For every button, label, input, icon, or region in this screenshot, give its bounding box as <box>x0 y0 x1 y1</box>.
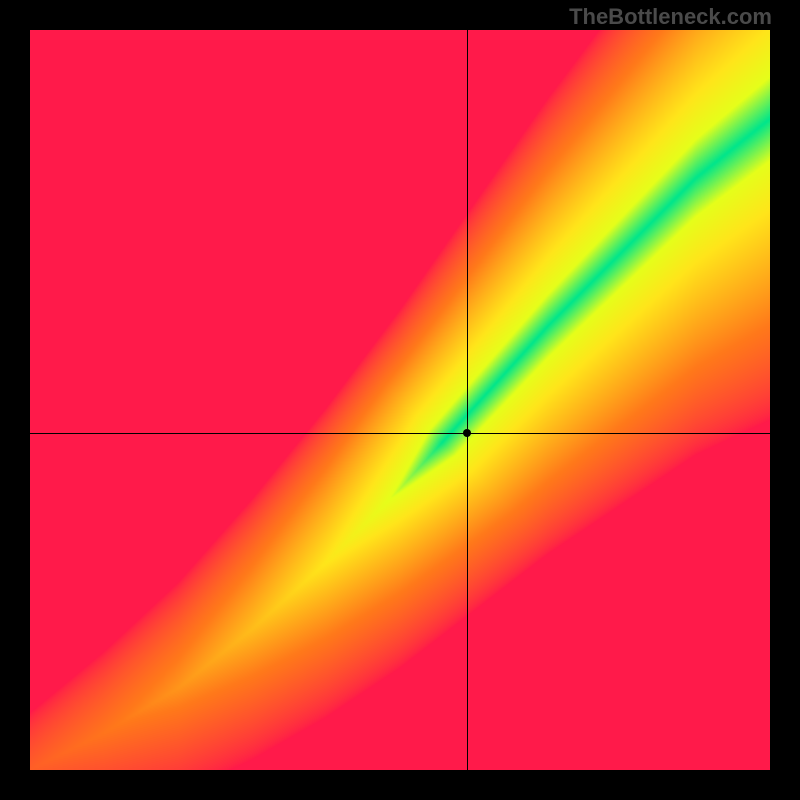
crosshair-horizontal <box>30 433 770 434</box>
heatmap-plot <box>30 30 770 770</box>
watermark-text: TheBottleneck.com <box>569 4 772 30</box>
heatmap-canvas <box>30 30 770 770</box>
crosshair-marker-dot <box>463 429 471 437</box>
crosshair-vertical <box>467 30 468 770</box>
